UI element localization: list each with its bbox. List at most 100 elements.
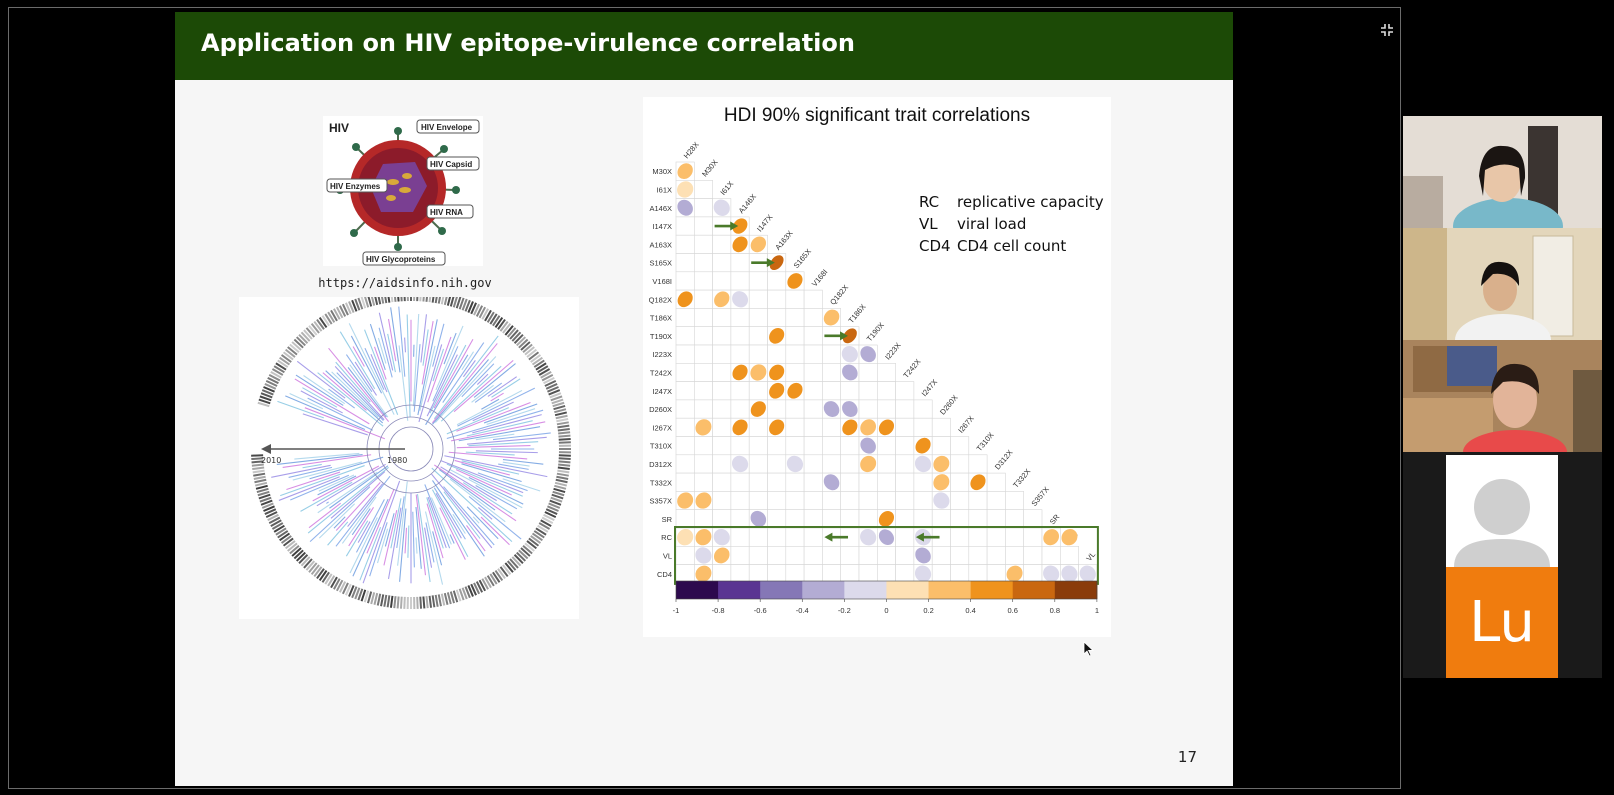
column-label: Q182X — [828, 283, 850, 307]
column-label: I223X — [883, 341, 902, 362]
row-label: S357X — [649, 497, 672, 506]
correlation-ellipse — [695, 529, 712, 546]
correlation-ellipse — [878, 419, 895, 436]
colorbar-tick-label: -1 — [673, 606, 680, 615]
slide-header: Application on HIV epitope-virulence cor… — [175, 12, 1233, 80]
highlight-arrow — [824, 331, 849, 341]
correlation-ellipse — [713, 547, 730, 564]
legend-row-cd4: CD4 CD4 cell count — [919, 235, 1104, 257]
row-label: VL — [663, 551, 672, 560]
row-label: Q182X — [649, 295, 672, 304]
row-label: CD4 — [657, 570, 672, 579]
correlation-ellipse — [786, 455, 804, 473]
colorbar-tick-label: -0.2 — [838, 606, 851, 615]
correlation-ellipse — [695, 419, 712, 436]
highlight-arrow — [824, 532, 849, 542]
correlation-ellipse — [915, 547, 931, 564]
row-label: I147X — [652, 222, 672, 231]
highlight-arrow — [915, 532, 940, 542]
correlation-ellipse — [860, 346, 876, 363]
virion-source-caption: https://aidsinfo.nih.gov — [318, 276, 492, 290]
colorbar-tick-label: 0.8 — [1050, 606, 1060, 615]
correlation-ellipse — [750, 364, 767, 381]
participant-video-3[interactable] — [1403, 340, 1602, 452]
slide-page-number: 17 — [1177, 748, 1197, 766]
correlation-ellipse — [769, 255, 784, 271]
tree-axis-end-label: 1980 — [387, 456, 407, 465]
row-label: I247X — [652, 387, 672, 396]
correlation-ellipse — [1079, 565, 1096, 582]
legend-row-rc: RC replicative capacity — [919, 191, 1104, 213]
column-label: T310X — [975, 430, 996, 453]
correlation-ellipse — [677, 163, 693, 180]
correlation-ellipse — [1061, 529, 1078, 546]
participant-initials: Lu — [1446, 567, 1558, 678]
phylogenetic-tree-figure: 2010 1980 — [239, 289, 579, 619]
correlation-ellipse — [842, 419, 858, 436]
hiv-virion-diagram: HIV HIV Envelope — [323, 116, 483, 266]
correlation-ellipse — [1043, 565, 1060, 582]
correlation-ellipse — [732, 364, 748, 381]
correlation-ellipse — [732, 291, 749, 308]
column-label: SR — [1048, 512, 1062, 526]
correlation-ellipse — [860, 437, 876, 454]
highlight-arrow — [751, 258, 775, 268]
correlation-ellipse — [695, 547, 712, 564]
correlation-ellipse — [713, 528, 730, 546]
mouse-cursor-icon — [1083, 641, 1095, 657]
correlation-ellipse — [933, 455, 950, 473]
correlation-ellipse — [714, 291, 730, 308]
correlation-ellipse — [1006, 565, 1023, 582]
correlation-ellipse — [731, 455, 749, 473]
row-label: T310X — [650, 442, 672, 451]
correlation-ellipse — [914, 565, 932, 582]
correlation-ellipse — [860, 455, 877, 473]
correlation-ellipse — [878, 511, 895, 527]
exit-fullscreen-icon[interactable] — [1377, 22, 1397, 42]
row-label: T190X — [650, 332, 672, 341]
legend-abbr: RC — [919, 193, 940, 211]
row-label: I267X — [652, 423, 672, 432]
correlation-ellipse — [841, 345, 858, 363]
column-label: H28X — [682, 140, 701, 160]
column-label: I61X — [718, 179, 735, 197]
column-label: S357X — [1029, 485, 1050, 508]
correlation-ellipse — [769, 328, 785, 344]
correlation-ellipse — [933, 492, 950, 509]
chart-title: HDI 90% significant trait correlations — [724, 105, 1030, 126]
correlation-ellipse — [1061, 565, 1078, 582]
column-label: VL — [1084, 550, 1097, 563]
correlation-ellipse — [769, 382, 785, 399]
svg-text:HIV Envelope: HIV Envelope — [421, 123, 473, 132]
highlight-arrow — [714, 221, 739, 231]
legend-text: viral load — [957, 215, 1027, 233]
column-label: I147X — [755, 213, 774, 234]
legend-abbr: VL — [919, 215, 938, 233]
column-label: A163X — [773, 229, 794, 252]
participant-tile-lu[interactable]: Lu — [1446, 455, 1558, 678]
correlation-ellipse — [732, 236, 748, 253]
tree-time-axis — [261, 444, 405, 454]
correlation-chart: HDI 90% significant trait correlations M3… — [643, 97, 1111, 637]
slide-title: Application on HIV epitope-virulence cor… — [201, 29, 855, 57]
row-label: V168I — [652, 277, 672, 286]
correlation-ellipse — [878, 529, 895, 545]
correlation-ellipse — [695, 565, 712, 582]
correlation-ellipse — [695, 492, 712, 509]
row-label: I223X — [652, 350, 672, 359]
legend-text: replicative capacity — [957, 193, 1104, 211]
correlation-ellipse — [769, 364, 785, 381]
participant-video-1[interactable] — [1403, 116, 1602, 228]
correlation-ellipse — [750, 236, 767, 253]
correlation-ellipse — [787, 382, 803, 399]
participant-video-2[interactable] — [1403, 228, 1602, 340]
legend-text: CD4 cell count — [957, 237, 1067, 255]
correlation-ellipse — [769, 419, 785, 436]
column-label: D312X — [993, 448, 1015, 471]
colorbar-tick-label: 1 — [1095, 606, 1099, 615]
correlation-ellipse — [677, 492, 694, 509]
correlation-ellipse — [677, 528, 694, 546]
row-label: T242X — [650, 368, 672, 377]
correlation-ellipse — [732, 419, 748, 436]
correlation-ellipse — [1043, 529, 1060, 546]
